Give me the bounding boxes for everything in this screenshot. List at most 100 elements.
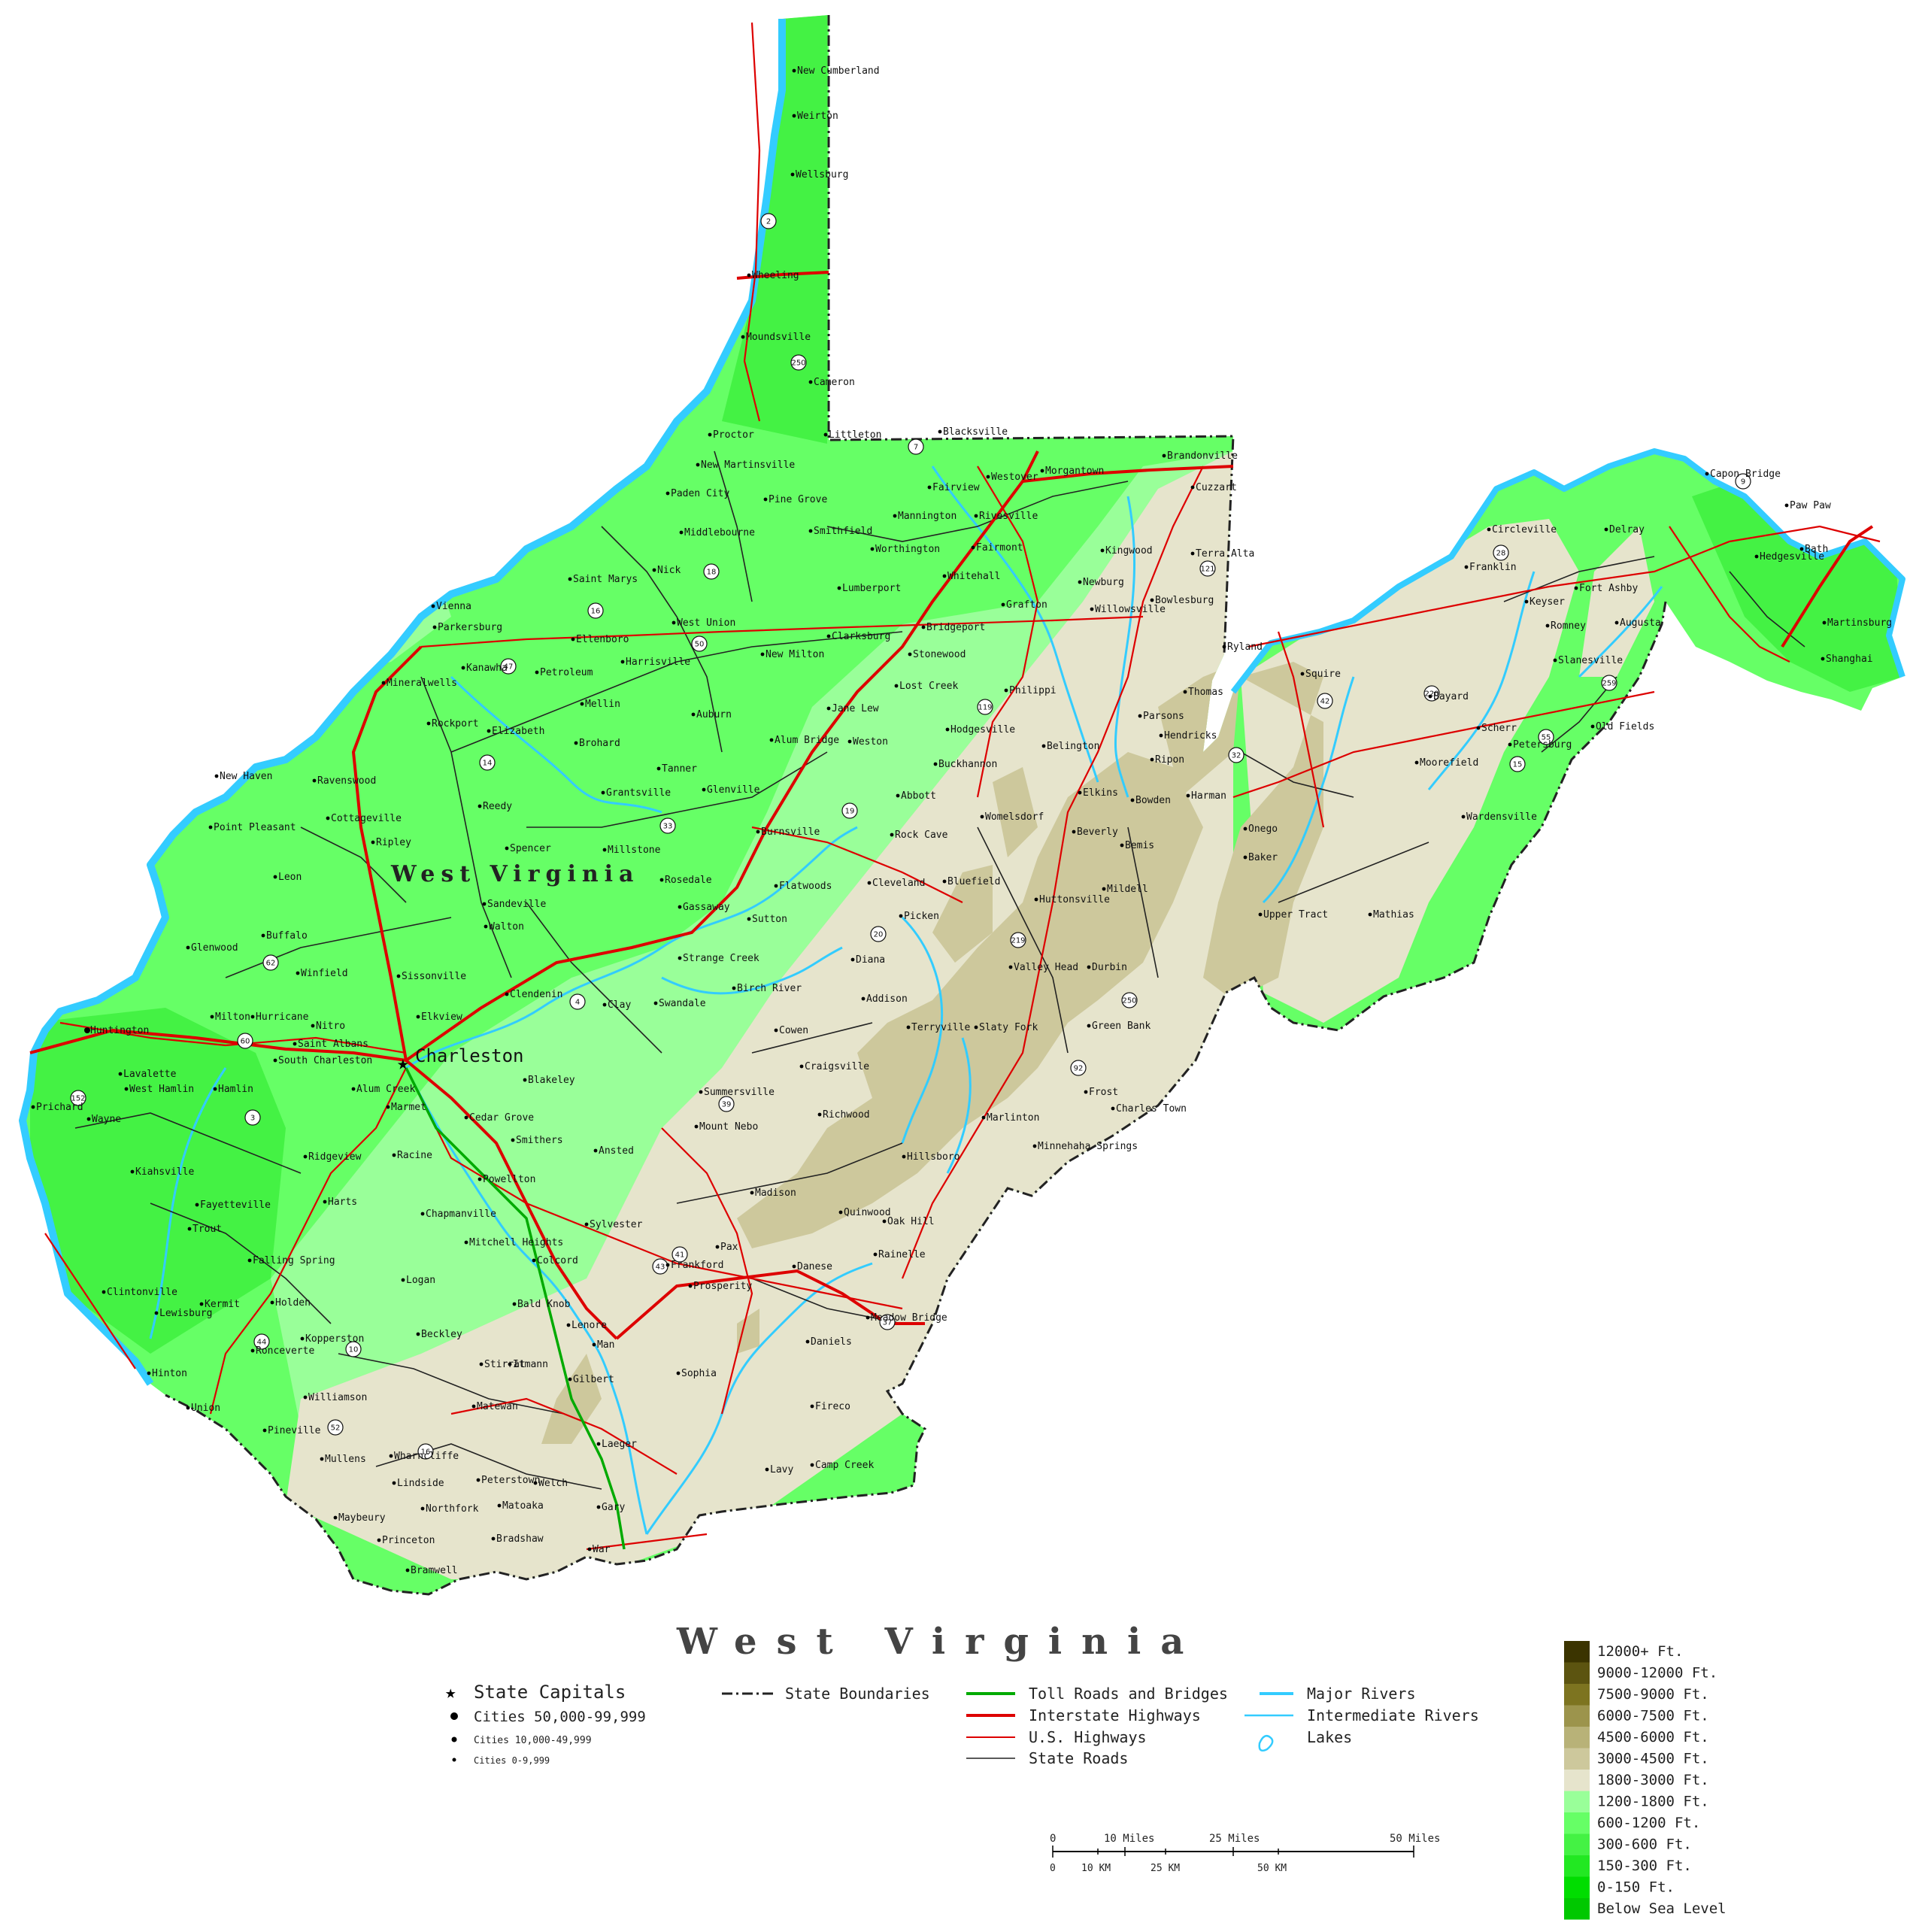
- city-racine[interactable]: Racine: [392, 1150, 433, 1161]
- city-worthington[interactable]: Worthington: [870, 544, 940, 555]
- city-spencer[interactable]: Spencer: [505, 843, 551, 854]
- city-fort-ashby[interactable]: Fort Ashby: [1574, 583, 1639, 594]
- city-addison[interactable]: Addison: [861, 993, 908, 1005]
- city-millstone[interactable]: Millstone: [602, 845, 661, 856]
- city-blakeley[interactable]: Blakeley: [523, 1075, 575, 1086]
- city-harrisville[interactable]: Harrisville: [620, 657, 691, 668]
- city-matoaka[interactable]: Matoaka: [497, 1500, 544, 1512]
- city-cottageville[interactable]: Cottageville: [326, 813, 402, 824]
- city-prichard[interactable]: Prichard: [31, 1102, 83, 1113]
- city-cedar-grove[interactable]: Cedar Grove: [464, 1112, 535, 1124]
- city-cowen[interactable]: Cowen: [774, 1025, 809, 1036]
- city-bowden[interactable]: Bowden: [1130, 795, 1171, 806]
- city-sissonville[interactable]: Sissonville: [396, 971, 467, 982]
- city-bayard[interactable]: Bayard: [1428, 691, 1469, 702]
- city-rosedale[interactable]: Rosedale: [659, 875, 712, 886]
- city-man[interactable]: Man: [592, 1339, 615, 1351]
- city-gilbert[interactable]: Gilbert: [568, 1374, 614, 1385]
- city-onego[interactable]: Onego: [1243, 823, 1278, 835]
- city-sophia[interactable]: Sophia: [676, 1368, 717, 1379]
- city-trout[interactable]: Trout: [187, 1224, 223, 1235]
- city-harman[interactable]: Harman: [1186, 790, 1226, 802]
- city-lindside[interactable]: Lindside: [392, 1478, 444, 1489]
- city-weston[interactable]: Weston: [847, 736, 888, 748]
- city-fairview[interactable]: Fairview: [927, 482, 980, 493]
- city-green-bank[interactable]: Green Bank: [1087, 1021, 1151, 1032]
- city-northfork[interactable]: Northfork: [420, 1503, 479, 1515]
- city-mullens[interactable]: Mullens: [320, 1454, 366, 1465]
- city-hurricane[interactable]: Hurricane: [250, 1011, 309, 1023]
- city-princeton[interactable]: Princeton: [377, 1535, 435, 1546]
- city-milton[interactable]: Milton: [210, 1011, 250, 1023]
- city-elizabeth[interactable]: Elizabeth: [487, 726, 545, 737]
- city-mineralwells[interactable]: Mineralwells: [381, 678, 457, 689]
- city-cuzzart[interactable]: Cuzzart: [1190, 482, 1237, 493]
- city-gassaway[interactable]: Gassaway: [678, 902, 730, 913]
- city-belington[interactable]: Belington: [1041, 741, 1100, 752]
- city-madison[interactable]: Madison: [750, 1187, 796, 1199]
- city-richwood[interactable]: Richwood: [817, 1109, 870, 1121]
- city-willowsville[interactable]: Willowsville: [1090, 604, 1166, 615]
- city-bramwell[interactable]: Bramwell: [405, 1565, 458, 1576]
- city-upper-tract[interactable]: Upper Tract: [1258, 909, 1328, 921]
- city-matewan[interactable]: Matewan: [471, 1401, 518, 1412]
- city-buckhannon[interactable]: Buckhannon: [933, 759, 998, 770]
- city-kopperston[interactable]: Kopperston: [300, 1333, 365, 1345]
- city-huttonsville[interactable]: Huttonsville: [1034, 894, 1110, 905]
- city-wheeling[interactable]: Wheeling: [747, 270, 799, 281]
- city-rainelle[interactable]: Rainelle: [873, 1249, 926, 1260]
- city-quinwood[interactable]: Quinwood: [838, 1207, 891, 1218]
- city-brandonville[interactable]: Brandonville: [1162, 450, 1238, 462]
- city-pax[interactable]: Pax: [715, 1242, 738, 1253]
- city-bemis[interactable]: Bemis: [1120, 840, 1155, 851]
- city-meadow-bridge[interactable]: Meadow Bridge: [866, 1312, 947, 1324]
- city-stonewood[interactable]: Stonewood: [908, 649, 966, 660]
- city-bowlesburg[interactable]: Bowlesburg: [1150, 595, 1214, 606]
- city-petroleum[interactable]: Petroleum: [535, 667, 593, 678]
- city-hillsboro[interactable]: Hillsboro: [902, 1151, 960, 1163]
- city-holden[interactable]: Holden: [270, 1297, 311, 1309]
- city-jane-lew[interactable]: Jane Lew: [826, 703, 879, 714]
- city-brohard[interactable]: Brohard: [574, 738, 620, 749]
- city-itmann[interactable]: Itmann: [508, 1359, 548, 1370]
- city-sylvester[interactable]: Sylvester: [584, 1219, 643, 1230]
- city-marlinton[interactable]: Marlinton: [981, 1112, 1040, 1124]
- city-nitro[interactable]: Nitro: [311, 1021, 346, 1032]
- city-clendenin[interactable]: Clendenin: [505, 989, 563, 1000]
- city-terryville[interactable]: Terryville: [906, 1022, 971, 1033]
- city-alum-bridge[interactable]: Alum Bridge: [769, 735, 840, 746]
- city-hamlin[interactable]: Hamlin: [213, 1084, 253, 1095]
- city-delray[interactable]: Delray: [1604, 524, 1645, 535]
- city-war[interactable]: War: [587, 1544, 611, 1555]
- city-camp-creek[interactable]: Camp Creek: [810, 1460, 875, 1471]
- city-ravenswood[interactable]: Ravenswood: [312, 775, 377, 787]
- city-kermit[interactable]: Kermit: [199, 1299, 240, 1310]
- city-ronceverte[interactable]: Ronceverte: [250, 1345, 315, 1357]
- city-huntington[interactable]: Huntington: [84, 1025, 149, 1036]
- city-hinton[interactable]: Hinton: [147, 1368, 187, 1379]
- city-charles-town[interactable]: Charles Town: [1111, 1103, 1187, 1115]
- city-cleveland[interactable]: Cleveland: [867, 878, 926, 889]
- city-ryland[interactable]: Ryland: [1222, 641, 1263, 653]
- city-point-pleasant[interactable]: Point Pleasant: [208, 822, 296, 833]
- city-kiahsville[interactable]: Kiahsville: [130, 1166, 195, 1178]
- city-diana[interactable]: Diana: [850, 954, 886, 966]
- city-rock-cave[interactable]: Rock Cave: [890, 830, 948, 841]
- city-moundsville[interactable]: Moundsville: [741, 332, 811, 343]
- city-bath[interactable]: Bath: [1799, 544, 1829, 555]
- city-oak-hill[interactable]: Oak Hill: [882, 1216, 935, 1227]
- city-pine-grove[interactable]: Pine Grove: [763, 494, 828, 505]
- city-kanawha[interactable]: Kanawha: [461, 663, 508, 674]
- city-baker[interactable]: Baker: [1243, 852, 1278, 863]
- city-petersburg[interactable]: Petersburg: [1508, 739, 1572, 751]
- city-augusta[interactable]: Augusta: [1614, 617, 1661, 629]
- city-slaty-fork[interactable]: Slaty Fork: [974, 1022, 1038, 1033]
- city-danese[interactable]: Danese: [792, 1261, 833, 1272]
- city-keyser[interactable]: Keyser: [1524, 596, 1566, 608]
- city-flatwoods[interactable]: Flatwoods: [774, 881, 832, 892]
- city-mitchell-heights[interactable]: Mitchell Heights: [464, 1237, 564, 1248]
- city-hendricks[interactable]: Hendricks: [1159, 730, 1217, 742]
- city-fireco[interactable]: Fireco: [810, 1401, 850, 1412]
- city-alum-creek[interactable]: Alum Creek: [351, 1084, 416, 1095]
- city-frost[interactable]: Frost: [1084, 1087, 1119, 1098]
